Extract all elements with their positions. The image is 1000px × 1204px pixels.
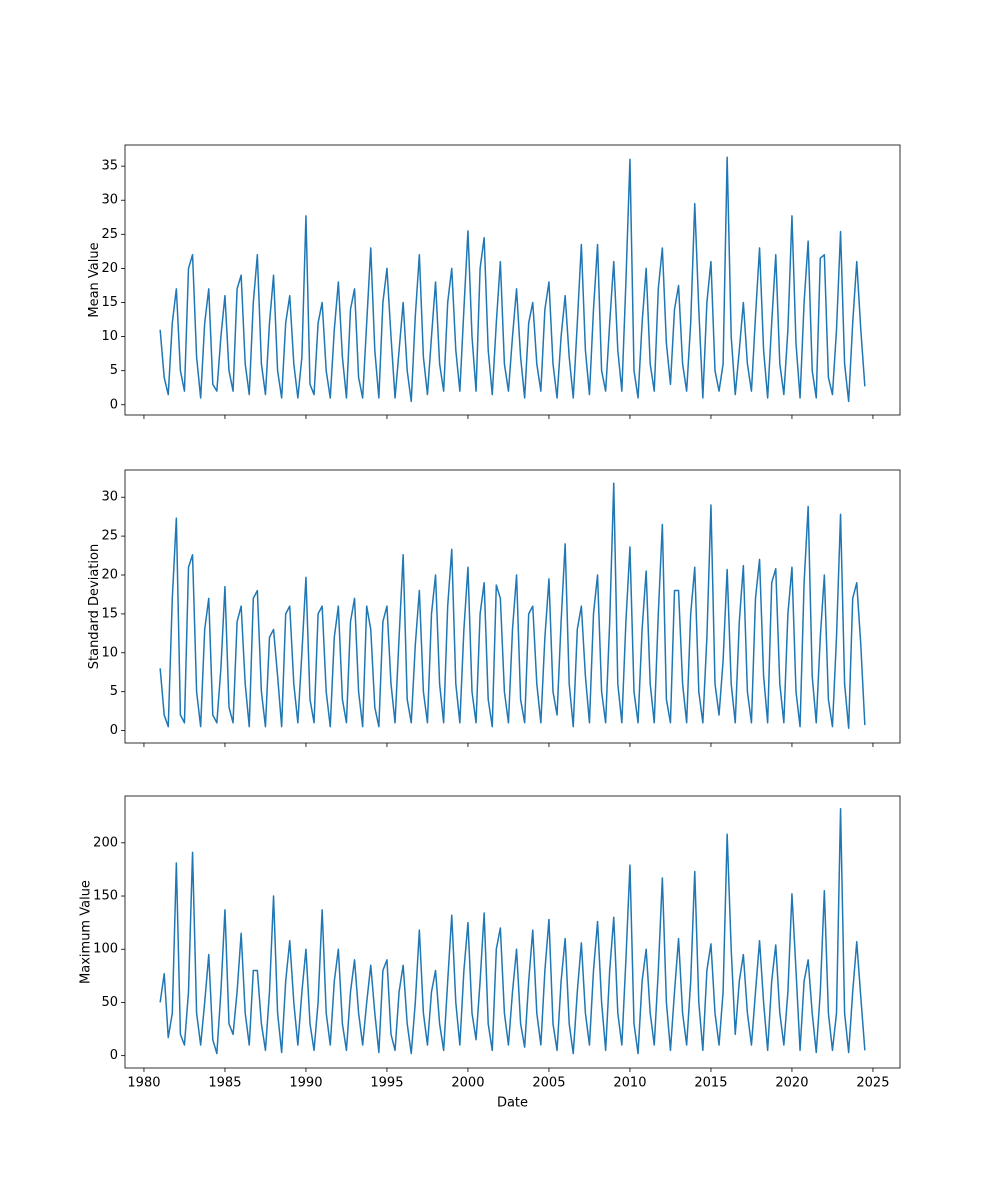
x-tick-label: 2005	[532, 1076, 565, 1091]
x-tick-label: 1985	[208, 1076, 241, 1091]
y-axis-label: Maximum Value	[79, 880, 94, 984]
data-line	[159, 482, 866, 729]
y-tick-label: 15	[101, 606, 118, 621]
x-tick-label: 2020	[775, 1076, 808, 1091]
y-tick-label: 25	[101, 227, 118, 242]
x-tick-label: 2015	[694, 1076, 727, 1091]
y-axis-label: Mean Value	[87, 242, 102, 317]
y-tick-label: 25	[101, 529, 118, 544]
x-tick-label: 2010	[613, 1076, 646, 1091]
y-tick-label: 200	[93, 835, 118, 850]
data-line	[159, 156, 866, 403]
y-tick-label: 100	[93, 942, 118, 957]
y-tick-label: 5	[110, 363, 118, 378]
x-tick-label: 2000	[451, 1076, 484, 1091]
y-tick-label: 150	[93, 889, 118, 904]
y-tick-label: 5	[110, 684, 118, 699]
y-axis-label: Standard Deviation	[87, 544, 102, 669]
axes-frame	[124, 144, 901, 416]
y-tick-label: 0	[110, 723, 118, 738]
y-tick-label: 10	[101, 645, 118, 660]
x-tick-label: 1995	[370, 1076, 403, 1091]
axes-frame	[124, 795, 901, 1069]
x-tick-label: 2025	[856, 1076, 889, 1091]
x-axis-label: Date	[497, 1096, 528, 1111]
y-tick-label: 0	[110, 1048, 118, 1063]
y-tick-label: 20	[101, 568, 118, 583]
y-tick-label: 30	[101, 193, 118, 208]
y-tick-label: 35	[101, 159, 118, 174]
y-tick-label: 10	[101, 329, 118, 344]
axes-frame	[124, 469, 901, 744]
y-tick-label: 20	[101, 261, 118, 276]
x-tick-label: 1990	[289, 1076, 322, 1091]
data-line	[159, 808, 866, 1055]
y-tick-label: 15	[101, 295, 118, 310]
y-tick-label: 0	[110, 397, 118, 412]
y-tick-label: 50	[101, 995, 118, 1010]
x-tick-label: 1980	[127, 1076, 160, 1091]
y-tick-label: 30	[101, 490, 118, 505]
